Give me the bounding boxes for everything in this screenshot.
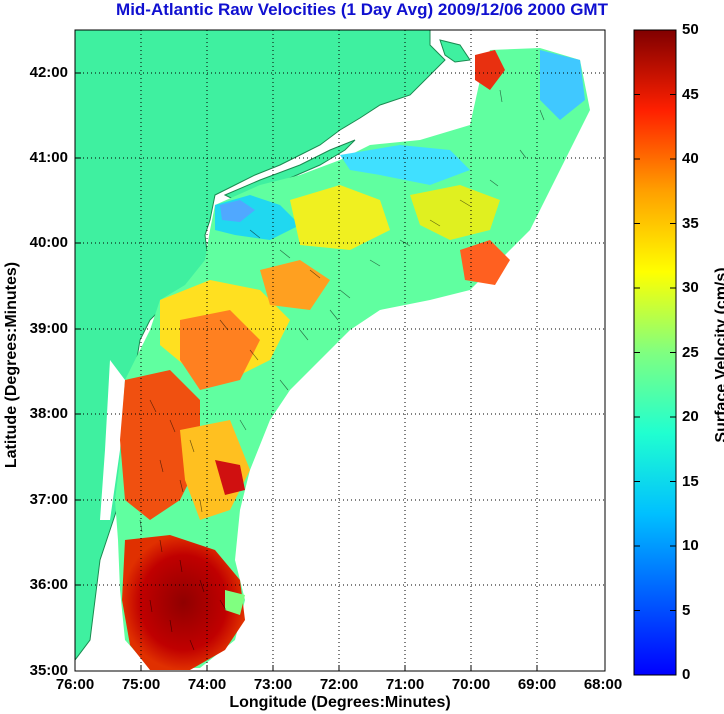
y-tick-label: 39:00 <box>29 320 68 337</box>
grid-lines <box>75 30 605 671</box>
x-tick-label: 76:00 <box>55 676 95 693</box>
y-axis-label: Latitude (Degrees:Minutes) <box>3 261 20 469</box>
colorbar-tick-label: 20 <box>682 408 699 425</box>
plot-frame <box>74 29 606 672</box>
x-tick-label: 69:00 <box>517 676 557 693</box>
x-tick-label: 68:00 <box>583 676 623 693</box>
colorbar-tick-label: 30 <box>682 279 699 296</box>
x-tick-label: 71:00 <box>385 676 425 693</box>
x-tick-label: 72:00 <box>319 676 359 693</box>
y-tick-label: 36:00 <box>29 576 68 593</box>
colorbar-tick-label: 25 <box>682 344 699 361</box>
x-tick-label: 75:00 <box>121 676 161 693</box>
colorbar-label: Surface Velocity (cm/s) <box>713 267 724 443</box>
colorbar-tick-label: 50 <box>682 21 699 38</box>
chesapeake-bay <box>100 360 125 520</box>
colorbar-tick-label: 10 <box>682 537 699 554</box>
tick-marks <box>75 72 538 671</box>
colorbar-ticks <box>634 94 676 611</box>
x-tick-label: 73:00 <box>253 676 293 693</box>
x-tick-label: 74:00 <box>187 676 227 693</box>
colorbar-tick-label: 45 <box>682 86 699 103</box>
y-tick-label: 40:00 <box>29 234 68 251</box>
colorbar <box>633 29 677 676</box>
y-tick-label: 38:00 <box>29 405 68 422</box>
map-title: Mid-Atlantic Raw Velocities (1 Day Avg) … <box>116 0 608 19</box>
y-tick-label: 41:00 <box>29 149 68 166</box>
y-tick-label: 42:00 <box>29 64 68 81</box>
colorbar-tick-label: 35 <box>682 215 699 232</box>
x-axis-label: Longitude (Degrees:Minutes) <box>229 694 451 711</box>
y-tick-label: 35:00 <box>29 662 68 679</box>
colorbar-tick-label: 0 <box>682 666 691 683</box>
cape-cod <box>439 39 471 63</box>
colorbar-tick-label: 5 <box>682 602 691 619</box>
colorbar-tick-label: 15 <box>682 473 699 490</box>
land-mass <box>75 30 446 661</box>
colorbar-tick-label: 40 <box>682 150 699 167</box>
x-tick-label: 70:00 <box>451 676 491 693</box>
y-tick-label: 37:00 <box>29 491 68 508</box>
